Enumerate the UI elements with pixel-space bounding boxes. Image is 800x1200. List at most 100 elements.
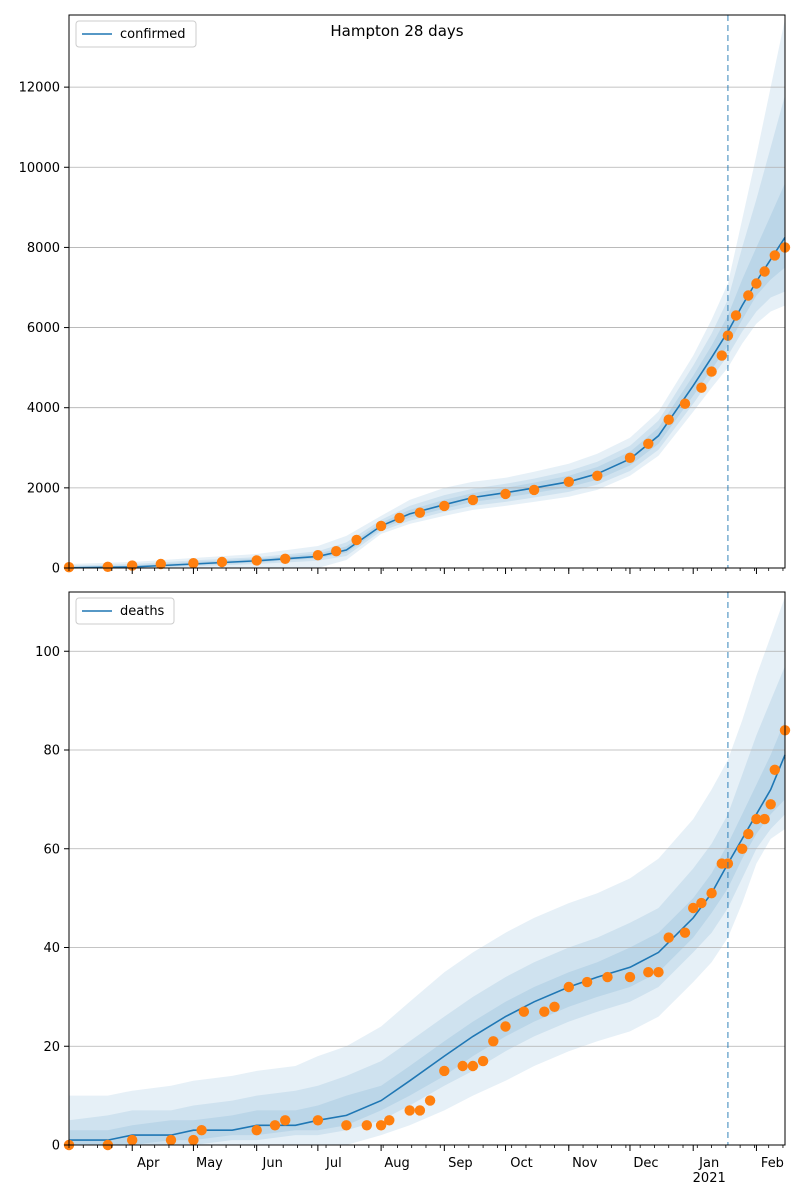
x-year-label: 2021: [693, 1171, 726, 1186]
deaths-observed-point: [457, 1060, 468, 1072]
legend-box: [75, 597, 175, 625]
deaths-observed-point: [477, 1055, 489, 1067]
deaths-observed-points: [63, 725, 791, 1151]
deaths-observed-point: [500, 1021, 511, 1032]
confirmed-band-2: [69, 183, 785, 569]
confirmed-observed-point: [280, 553, 291, 564]
confirmed-legend: confirmed: [75, 20, 197, 48]
confirmed-observed-point: [102, 561, 114, 572]
deaths-observed-point: [602, 971, 613, 983]
confirmed-observed-point: [216, 556, 228, 568]
deaths-y-tick-label: 0: [52, 1139, 60, 1154]
deaths-x-tick-label: Sep: [448, 1156, 473, 1171]
deaths-observed-point: [384, 1115, 395, 1126]
deaths-observed-point: [696, 897, 707, 909]
deaths-band-2: [69, 720, 785, 1145]
deaths-y-tick-label: 40: [43, 941, 60, 956]
deaths-axes-frame: [68, 591, 786, 1146]
deaths-y-tick-label: 20: [43, 1040, 60, 1055]
deaths-observed-point: [759, 813, 770, 825]
confirmed-observed-point: [769, 250, 780, 261]
deaths-x-tick-label: Jul: [325, 1156, 342, 1171]
confirmed-y-tick-label: 12000: [19, 81, 60, 96]
deaths-observed-point: [653, 967, 664, 978]
deaths-observed-point: [643, 967, 654, 978]
confirmed-observed-point: [188, 558, 199, 569]
deaths-observed-point: [679, 927, 691, 938]
deaths-x-tick-label: Oct: [510, 1156, 532, 1171]
deaths-y-ticks: 0 20 40 60 80 100: [35, 645, 69, 1154]
deaths-observed-point: [341, 1120, 352, 1131]
deaths-observed-point: [251, 1125, 262, 1136]
deaths-observed-point: [563, 981, 574, 993]
confirmed-observed-point: [706, 366, 717, 377]
confirmed-observed-point: [563, 476, 574, 487]
deaths-x-tick-label: May: [196, 1156, 223, 1171]
confirmed-panel: 0 2000 4000 6000 8000 10000 12000 confirmed Ha…: [19, 14, 791, 577]
confirmed-observed-point: [643, 438, 654, 449]
confirmed-observed-point: [351, 534, 362, 546]
deaths-observed-point: [539, 1006, 550, 1017]
confirmed-observed-point: [679, 398, 691, 409]
deaths-y-tick-label: 100: [35, 645, 60, 660]
deaths-observed-point: [361, 1120, 372, 1131]
confirmed-observed-point: [331, 546, 342, 557]
deaths-observed-point: [414, 1105, 426, 1116]
deaths-observed-point: [549, 1001, 560, 1012]
legend-label: confirmed: [120, 27, 186, 42]
deaths-x-tick-label: Jun: [262, 1156, 283, 1171]
confirmed-observed-point: [155, 558, 166, 570]
deaths-x-tick-label: Jan: [698, 1156, 719, 1171]
confirmed-observed-point: [528, 484, 540, 496]
confirmed-observed-point: [439, 500, 450, 512]
confirmed-y-tick-label: 2000: [27, 481, 60, 496]
deaths-observed-point: [127, 1134, 138, 1146]
confirmed-y-tick-label: 0: [52, 562, 60, 577]
deaths-observed-point: [467, 1060, 479, 1072]
deaths-band-0: [69, 596, 785, 1145]
deaths-uncertainty-bands: [69, 596, 785, 1145]
deaths-observed-point: [424, 1095, 436, 1106]
deaths-observed-point: [663, 932, 674, 943]
deaths-observed-point: [404, 1105, 415, 1116]
confirmed-y-tick-label: 4000: [27, 401, 60, 416]
confirmed-observed-point: [751, 278, 762, 289]
deaths-observed-point: [188, 1134, 199, 1146]
deaths-x-tick-label: Nov: [572, 1156, 598, 1171]
deaths-observed-point: [624, 971, 636, 983]
confirmed-observed-point: [624, 452, 636, 463]
deaths-observed-point: [312, 1115, 324, 1126]
confirmed-observed-point: [375, 520, 387, 532]
deaths-x-tick-label: Apr: [137, 1156, 160, 1171]
deaths-x-tick-label: Dec: [633, 1156, 658, 1171]
deaths-observed-point: [280, 1115, 291, 1126]
confirmed-observed-point: [663, 414, 674, 425]
deaths-observed-point: [518, 1006, 530, 1017]
deaths-observed-point: [769, 764, 780, 775]
confirmed-observed-points: [63, 242, 791, 573]
deaths-observed-point: [581, 976, 593, 988]
confirmed-observed-point: [743, 290, 754, 301]
deaths-observed-point: [765, 799, 776, 810]
deaths-observed-point: [737, 843, 748, 854]
deaths-y-tick-label: 80: [43, 744, 60, 759]
confirmed-x-ticks: [68, 568, 784, 574]
deaths-legend: deaths: [75, 597, 175, 625]
confirmed-observed-point: [467, 494, 479, 506]
deaths-observed-point: [743, 828, 754, 840]
legend-label: deaths: [120, 604, 165, 619]
confirmed-observed-point: [716, 350, 727, 361]
deaths-observed-point: [488, 1036, 499, 1047]
deaths-panel: 0 20 40 60 80 100 Apr May Jun Jul Aug Sep Oct Nov Dec…: [35, 591, 791, 1186]
deaths-x-ticks: Apr May Jun Jul Aug Sep Oct Nov Dec Jan Feb 2021: [68, 1145, 784, 1186]
confirmed-y-tick-label: 10000: [19, 161, 60, 176]
deaths-observed-point: [165, 1134, 177, 1146]
confirmed-observed-point: [312, 550, 324, 561]
deaths-observed-point: [196, 1125, 207, 1136]
legend-box: [75, 20, 197, 48]
confirmed-y-tick-label: 6000: [27, 321, 60, 336]
deaths-observed-point: [439, 1065, 450, 1077]
deaths-band-1: [69, 666, 785, 1145]
chart-title: Hampton 28 days: [330, 22, 463, 40]
